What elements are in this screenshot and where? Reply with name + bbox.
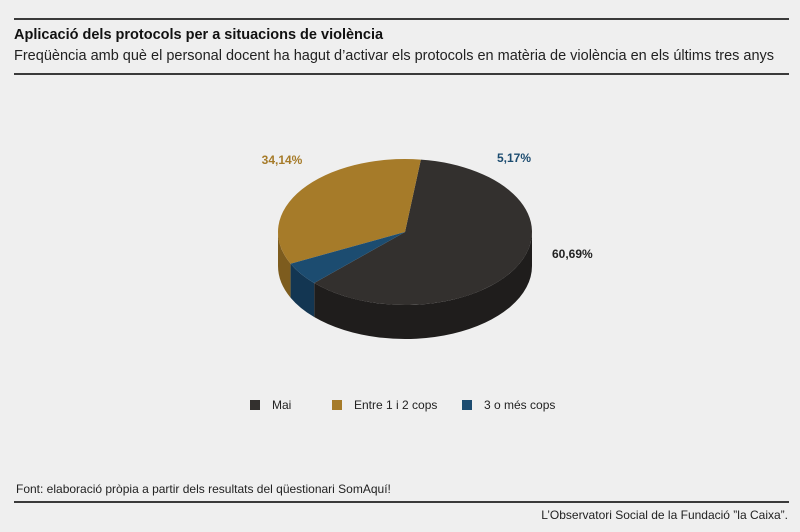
legend-label: 3 o més cops (484, 398, 556, 412)
legend-item-mai: Mai (250, 398, 291, 412)
legend-swatch (250, 400, 260, 410)
chart-title: Aplicació dels protocols per a situacion… (14, 27, 384, 43)
chart-subtitle: Freqüència amb què el personal docent ha… (14, 48, 775, 64)
credit-note: L’Observatori Social de la Fundació ”la … (541, 508, 788, 522)
legend-item-entre-1-i-2-cops: Entre 1 i 2 cops (332, 398, 437, 412)
pie-slice-side (314, 232, 532, 339)
data-label: 34,14% (262, 153, 303, 167)
pie-slice-side (278, 232, 291, 298)
data-label: 5,17% (497, 151, 531, 165)
legend-swatch (332, 400, 342, 410)
legend: Mai Entre 1 i 2 cops 3 o més cops (0, 398, 800, 416)
top-rule (14, 18, 789, 20)
pie-slice (290, 232, 405, 284)
legend-item-3-o-mes-cops: 3 o més cops (462, 398, 555, 412)
legend-label: Mai (272, 398, 292, 412)
header-rule (14, 73, 789, 75)
legend-swatch (462, 400, 472, 410)
legend-label: Entre 1 i 2 cops (354, 398, 438, 412)
source-note: Font: elaboració pròpia a partir dels re… (16, 482, 391, 496)
pie-slice-side (290, 263, 315, 318)
data-label: 60,69% (552, 247, 593, 261)
pie-slice (314, 159, 532, 305)
footer-rule (14, 501, 789, 503)
pie-slice (277, 159, 421, 264)
